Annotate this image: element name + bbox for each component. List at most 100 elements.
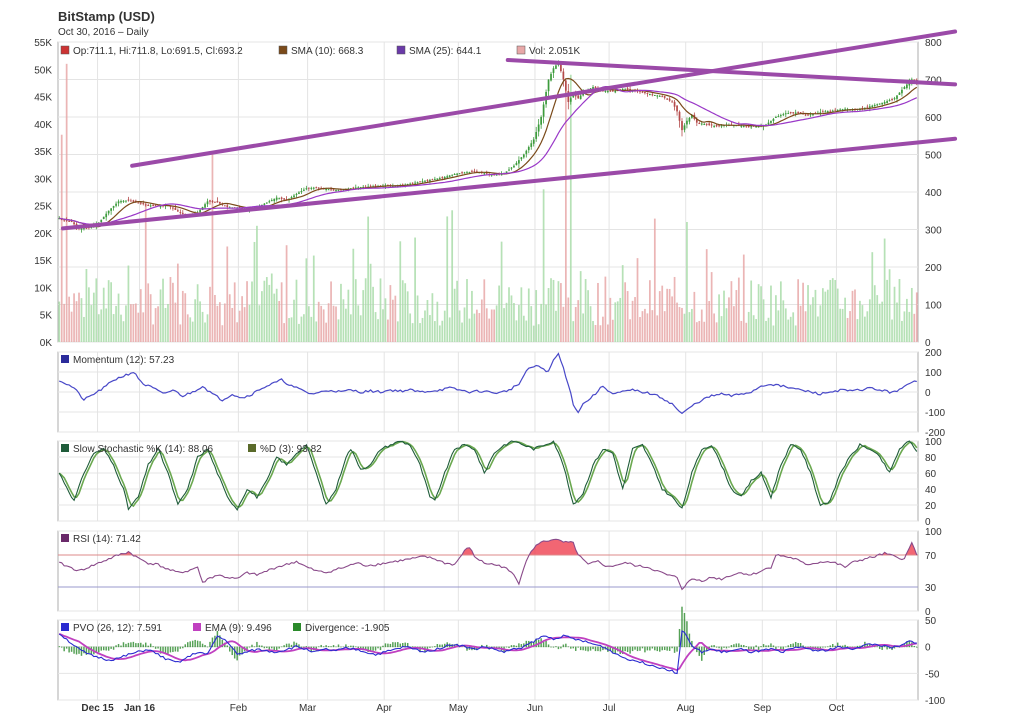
volume-bar [819, 305, 822, 342]
candle-body [649, 94, 651, 96]
candle-body [473, 170, 476, 172]
pvo-divergence-bar [187, 642, 189, 648]
candle-body [809, 114, 812, 116]
candle-body [592, 87, 594, 90]
volume-bar [352, 248, 355, 342]
pvo-line [58, 630, 917, 675]
candle-body [789, 112, 792, 114]
pvo-divergence-bar [372, 646, 374, 651]
volume-bar [214, 295, 216, 342]
pvo-divergence-bar [120, 645, 122, 648]
volume-bar [270, 273, 273, 342]
candle-body [678, 111, 681, 121]
pvo-divergence-bar [772, 645, 775, 648]
pvo-divergence-bar [434, 646, 436, 648]
candle-body [63, 219, 66, 221]
volume-bar [471, 290, 473, 342]
pvo-divergence-bar [322, 646, 325, 648]
volume-bar [149, 294, 152, 342]
candle-body [807, 114, 809, 116]
pvo-divergence-bar [859, 645, 861, 648]
volume-bar [162, 278, 164, 342]
pvo-divergence-bar [725, 646, 728, 649]
volume-bar [330, 281, 332, 342]
volume-bar [95, 278, 98, 342]
volume-bar [401, 280, 404, 342]
volume-bar [92, 292, 95, 342]
candle-body [755, 126, 757, 128]
candle-body [181, 212, 184, 214]
pvo-divergence-bar [594, 646, 597, 652]
pvo-divergence-bar [461, 646, 463, 648]
candle-body [609, 90, 612, 92]
candle-body [639, 91, 641, 93]
volume-bar [616, 301, 619, 342]
candle-body [414, 182, 416, 184]
candle-body [797, 112, 800, 114]
candle-body [861, 107, 864, 109]
pvo-divergence-bar [639, 646, 641, 651]
indicator-tick-label: 60 [925, 469, 937, 480]
volume-bar [871, 252, 874, 342]
volume-bar [915, 292, 918, 342]
volume-bar [258, 305, 261, 342]
volume-bar [90, 305, 93, 342]
pvo-divergence-bar [263, 646, 266, 649]
volume-bar [629, 319, 631, 342]
pvo-divergence-bar [715, 646, 718, 648]
volume-bar [560, 283, 562, 342]
candle-body [293, 195, 295, 198]
pvo-divergence-bar [253, 646, 256, 648]
volume-bar [448, 317, 451, 342]
volume-bar [278, 300, 281, 342]
volume-bar [372, 286, 374, 342]
volume-bar [624, 282, 627, 342]
candle-body [317, 187, 320, 189]
candle-body [826, 111, 829, 113]
y-left-tick-label: 40K [34, 120, 52, 131]
candle-body [307, 187, 310, 189]
candle-body [352, 187, 355, 189]
volume-bar [201, 311, 204, 342]
candle-body [325, 189, 327, 190]
pvo-divergence-bar [740, 644, 743, 648]
volume-bar [656, 315, 659, 342]
volume-bar [686, 222, 688, 342]
candle-body [552, 68, 555, 74]
pvo-divergence-bar [730, 645, 733, 648]
candle-body [750, 126, 753, 128]
candle-body [303, 189, 305, 191]
candle-body [142, 203, 145, 205]
candle-body [515, 162, 518, 166]
volume-bar [777, 310, 780, 342]
volume-bar [782, 300, 785, 342]
pvo-divergence-bar [268, 646, 271, 650]
volume-bar [102, 287, 105, 342]
pvo-divergence-bar [696, 646, 698, 653]
pvo-divergence-bar [602, 646, 604, 651]
candle-body [172, 207, 174, 209]
pvo-divergence-bar [765, 645, 767, 648]
candle-body [661, 96, 664, 98]
pvo-divergence-bar [271, 646, 273, 649]
candle-body [718, 125, 720, 127]
candle-body [426, 179, 429, 181]
candle-body [283, 198, 285, 200]
volume-bar [60, 134, 63, 342]
volume-bar [453, 288, 456, 342]
pvo-divergence-bar [663, 646, 666, 651]
pvo-divergence-bar [261, 645, 263, 648]
volume-bar [728, 297, 730, 342]
candle-body [896, 95, 898, 99]
candle-body [668, 98, 671, 101]
candle-body [110, 208, 112, 211]
indicator-tick-label: 20 [925, 501, 937, 512]
volume-bar [246, 281, 248, 342]
volume-bar [740, 320, 743, 342]
volume-bar [527, 288, 530, 342]
volume-bar [83, 316, 85, 342]
candle-body [500, 173, 503, 176]
y-right-tick-label: 0 [925, 338, 931, 349]
candle-body [211, 201, 214, 203]
volume-bar [97, 314, 100, 342]
